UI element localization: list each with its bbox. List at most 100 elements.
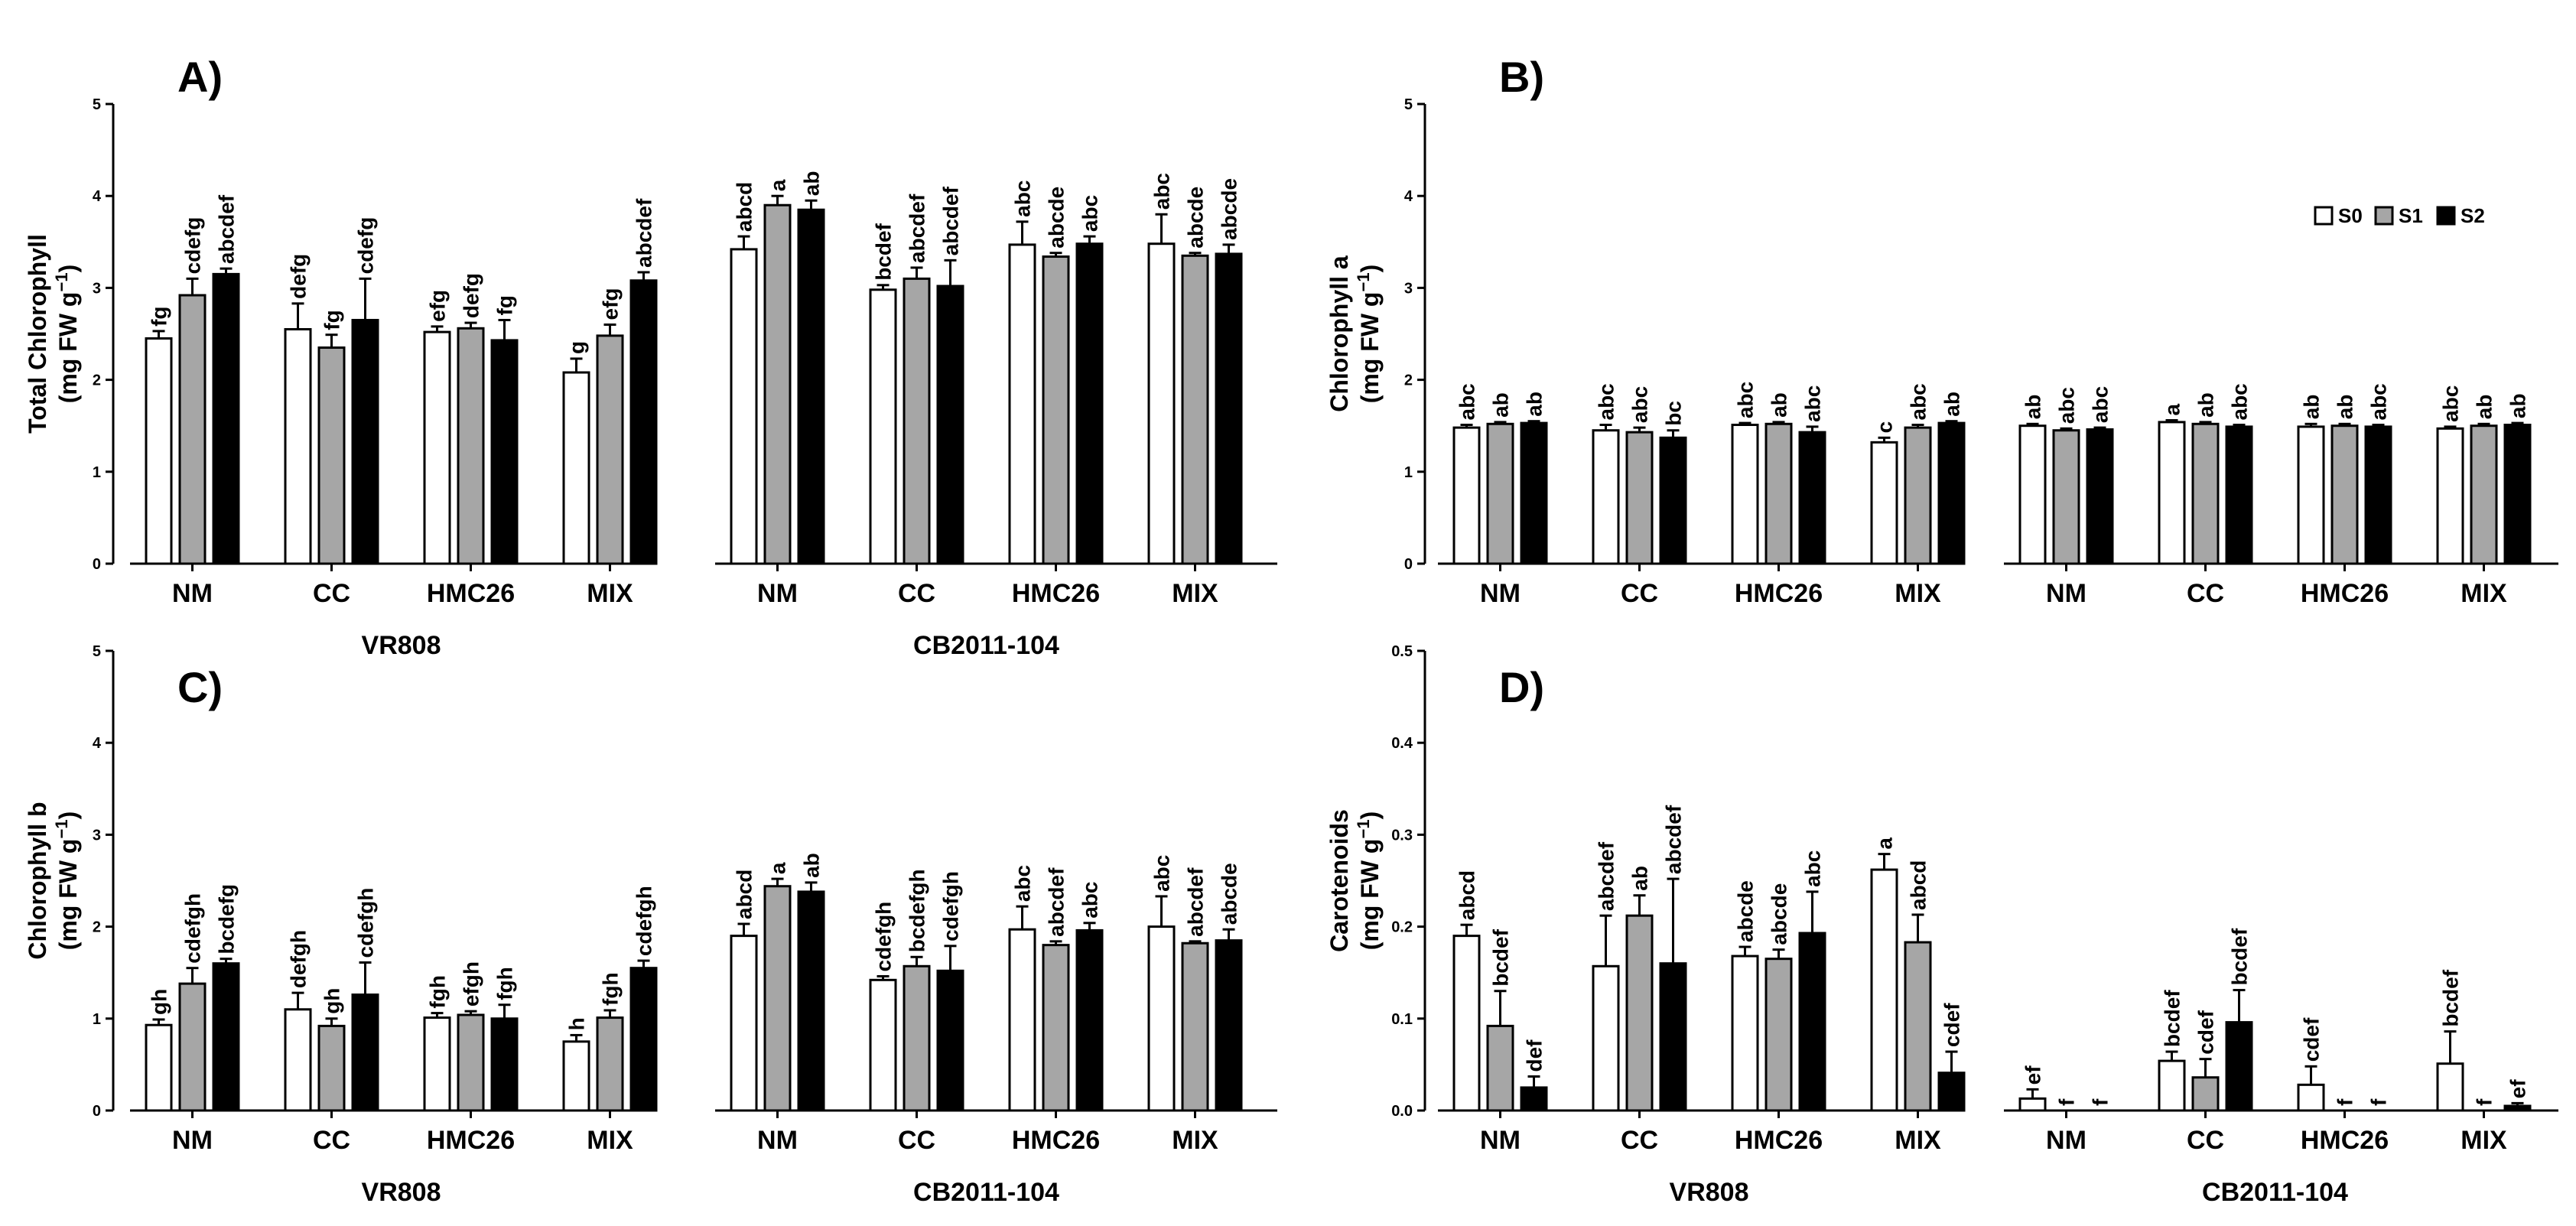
significance-letter: abcd (1456, 870, 1479, 920)
bar (2364, 425, 2392, 565)
significance-letter: h (565, 1017, 589, 1030)
significance-letter: fg (320, 310, 344, 330)
y-tick-label: 1 (93, 464, 101, 481)
category-label: CC (1621, 1126, 1658, 1155)
bar (1625, 914, 1654, 1112)
legend-label: S2 (2461, 204, 2485, 227)
panel-label: B) (1499, 53, 1544, 101)
bar (1075, 242, 1104, 565)
category-label: CC (898, 579, 935, 608)
significance-letter: abc (1078, 195, 1102, 232)
significance-letter: abcdef (1662, 805, 1686, 874)
bar (1592, 429, 1620, 565)
panel-d: D) 0.0 0.1 0.2 0.3 0.4 0.5 Carotenoids (mg FW g−… (1325, 643, 2558, 1207)
bar (2297, 425, 2325, 565)
category-label: HMC26 (1735, 579, 1823, 608)
significance-letter: cdef (1940, 1003, 1964, 1047)
category-label: NM (757, 1126, 798, 1155)
bar (1486, 422, 1514, 565)
category-label: HMC26 (1012, 579, 1100, 608)
legend-swatch (2374, 206, 2394, 226)
bar (1215, 939, 1243, 1112)
y-tick-label: 0.2 (1391, 919, 1413, 936)
significance-letter: g (565, 341, 589, 354)
category-label: CC (313, 1126, 350, 1155)
y-tick-label: 2 (1404, 372, 1413, 389)
bar (1075, 928, 1104, 1112)
bar (1798, 932, 1826, 1112)
bar (145, 1023, 173, 1112)
bar (317, 1024, 346, 1112)
bar (763, 885, 792, 1112)
significance-letter: abc (1801, 385, 1825, 422)
bar (1764, 958, 1793, 1112)
bar (2158, 421, 2186, 565)
panel-c: C) 0 1 2 3 4 5 Chlorophyll b (mg FW g−1) NM gh cdef… (24, 643, 1277, 1207)
unit-text: (mg FW g (54, 839, 82, 951)
significance-letter: efg (426, 290, 450, 322)
bar (629, 967, 658, 1112)
significance-letter: ab (2194, 392, 2218, 418)
bar (797, 208, 825, 565)
significance-letter: efgh (460, 961, 483, 1006)
significance-letter: abcdef (939, 186, 963, 255)
bar (1147, 242, 1176, 565)
significance-letter: abc (2439, 385, 2463, 422)
bar (2086, 428, 2114, 565)
significance-letter: ab (1628, 866, 1652, 891)
legend: S0 S1 S2 (2314, 204, 2485, 227)
significance-letter: ef (2021, 1065, 2045, 1085)
bar (596, 334, 624, 565)
significance-letter: abcd (733, 870, 756, 919)
significance-letter: abcde (1218, 863, 1241, 925)
significance-letter: cdefg (181, 217, 205, 275)
genotype-label: CB2011-104 (913, 1178, 1059, 1207)
y-tick-label: 0 (93, 1103, 101, 1120)
category-label: HMC26 (1735, 1126, 1823, 1155)
unit-close: ) (1356, 811, 1384, 820)
bar (284, 1008, 312, 1112)
y-tick-label: 1 (1404, 464, 1413, 481)
bar (1870, 868, 1898, 1112)
category-label: NM (172, 579, 213, 608)
bar (2052, 429, 2080, 565)
significance-letter: abcdef (1045, 867, 1068, 937)
significance-letter: bcdef (2161, 990, 2184, 1047)
category-label: CC (1621, 579, 1658, 608)
panel-a: A) 0 1 2 3 4 5 Total Chlorophyll (mg FW g−1) NM fg… (24, 53, 1277, 660)
y-tick-label: 4 (93, 735, 102, 752)
bar (1731, 423, 1759, 565)
group-0: NM abcd bcdef def CC abcdef ab abcdef HMC26 abcde… (1438, 805, 1966, 1207)
significance-letter: abc (1150, 855, 1174, 892)
significance-letter: abc (1150, 173, 1174, 210)
y-tick-label: 0.0 (1391, 1103, 1413, 1120)
category-label: HMC26 (2301, 579, 2389, 608)
bar (763, 203, 792, 565)
bar (1937, 1072, 1966, 1112)
significance-letter: a (766, 862, 790, 874)
category-label: NM (1480, 1126, 1521, 1155)
bar (2191, 422, 2220, 565)
bar (936, 969, 964, 1112)
unit-close: ) (54, 811, 82, 820)
y-tick-label: 3 (93, 827, 101, 844)
bar (596, 1016, 624, 1112)
category-label: NM (1480, 579, 1521, 608)
significance-letter: ab (1489, 392, 1513, 418)
significance-letter: cdef (2300, 1017, 2324, 1062)
bar (936, 285, 964, 565)
y-tick-label: 0 (1404, 556, 1413, 573)
unit-text: (mg FW g (54, 292, 82, 404)
bar (2018, 424, 2047, 565)
bar (2436, 427, 2464, 565)
significance-letter: f (2089, 1098, 2113, 1106)
bar (730, 935, 758, 1112)
bar (1181, 254, 1209, 565)
bar (629, 279, 658, 565)
significance-letter: ef (2506, 1079, 2530, 1099)
bar (903, 277, 931, 565)
category-label: NM (2046, 579, 2086, 608)
bar (1659, 962, 1687, 1112)
